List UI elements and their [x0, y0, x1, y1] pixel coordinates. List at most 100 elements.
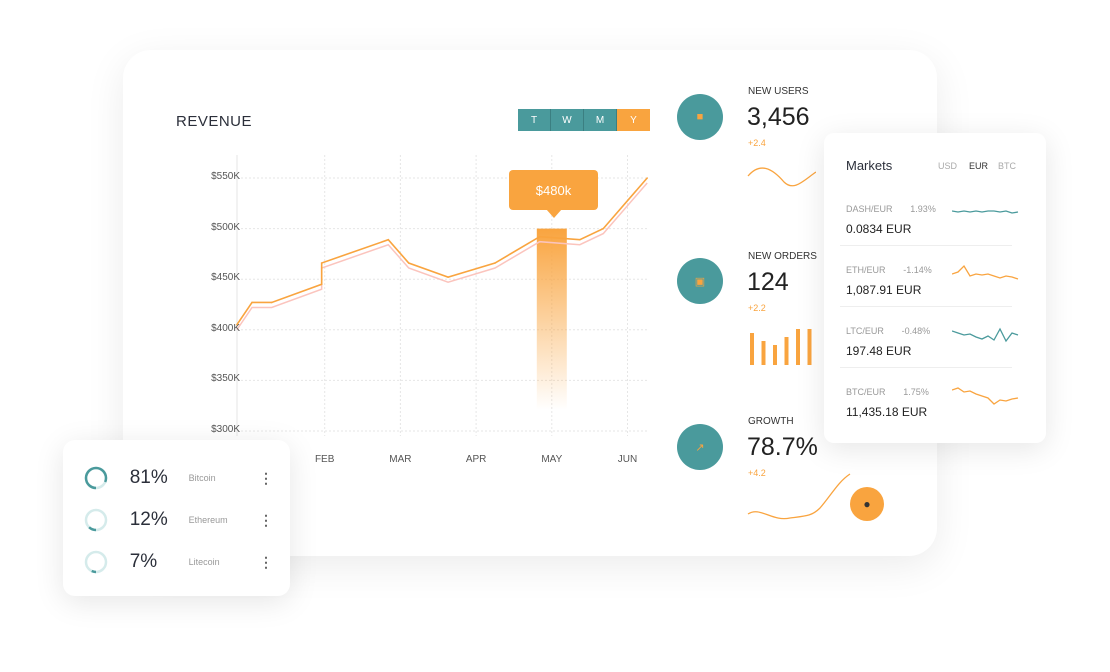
y-tick-label: $300K	[211, 424, 240, 435]
data-point	[407, 262, 410, 264]
trend-icon: ↗	[677, 424, 723, 470]
markets-title: Markets	[846, 158, 893, 173]
crypto-name: Litecoin	[188, 557, 220, 567]
crypto-percent: 81%	[129, 467, 168, 488]
market-row[interactable]: LTC/EUR -0.48% 197.48 EUR	[846, 321, 952, 358]
crypto-row: 81% Bitcoin ⋮	[83, 463, 273, 493]
market-price: 11,435.18 EUR	[846, 405, 928, 419]
market-row[interactable]: BTC/EUR 1.75% 11,435.18 EUR	[846, 382, 952, 419]
x-tick-label: APR	[465, 454, 487, 465]
highlight-bar[interactable]	[536, 228, 567, 410]
orders-bar	[784, 337, 789, 365]
x-tick-label: JUN	[617, 454, 638, 465]
data-point	[387, 238, 390, 241]
data-point	[494, 262, 496, 264]
currency-usd[interactable]: USD	[938, 161, 958, 171]
y-tick-label: $450K	[211, 272, 240, 284]
period-w[interactable]: W	[551, 109, 584, 131]
period-t[interactable]: T	[518, 109, 551, 131]
chart-tooltip: $480k	[509, 170, 598, 210]
currency-eur[interactable]: EUR	[969, 161, 989, 171]
data-point	[538, 235, 541, 238]
progress-ring	[84, 508, 108, 532]
market-price: 197.48 EUR	[846, 344, 912, 358]
orders-bar-chart	[750, 329, 812, 365]
crypto-name: Bitcoin	[188, 473, 216, 483]
divider	[840, 306, 1012, 307]
currency-btc[interactable]: BTC	[998, 161, 1016, 171]
x-tick-label: MAY	[541, 454, 563, 465]
progress-ring	[84, 550, 108, 574]
divider	[840, 245, 1012, 246]
divider	[840, 367, 1012, 368]
market-pair: BTC/EUR	[846, 387, 886, 397]
orders-bar	[750, 333, 754, 365]
data-point	[602, 227, 605, 230]
crypto-percent: 12%	[129, 509, 168, 530]
more-options-icon[interactable]: ⋮	[259, 511, 273, 528]
market-change: 1.75%	[903, 387, 929, 397]
y-tick-label: $350K	[211, 373, 240, 385]
market-sparkline	[952, 264, 1019, 280]
chat-button[interactable]: ●	[850, 487, 884, 521]
markets-card: Markets USD EUR BTC DASH/EUR 1.93% 0.0834…	[824, 133, 1046, 443]
bag-icon: ▣	[677, 258, 723, 304]
orders-bar	[773, 345, 777, 365]
market-row[interactable]: ETH/EUR -1.14% 1,087.91 EUR	[846, 260, 952, 297]
growth-sparkline	[747, 473, 851, 520]
stat-value: 78.7%	[747, 433, 818, 461]
stat-value: 3,456	[747, 103, 810, 131]
crypto-percent: 7%	[129, 551, 158, 572]
market-sparkline	[952, 210, 1019, 214]
y-tick-label: $400K	[211, 322, 240, 334]
market-price: 0.0834 EUR	[846, 222, 912, 236]
market-change: 1.93%	[910, 204, 936, 214]
period-m[interactable]: M	[584, 109, 617, 131]
stat-label: NEW USERS	[748, 86, 809, 97]
market-pair: LTC/EUR	[846, 326, 884, 336]
period-selector: T W M Y	[518, 109, 650, 131]
x-tick-label: MAR	[389, 454, 412, 465]
revenue-title: REVENUE	[176, 113, 253, 130]
data-point	[579, 238, 581, 241]
data-point	[320, 283, 323, 286]
more-options-icon[interactable]: ⋮	[259, 469, 273, 486]
period-y[interactable]: Y	[617, 109, 650, 131]
data-point	[236, 323, 238, 326]
crypto-row: 12% Ethereum ⋮	[83, 505, 273, 535]
stat-delta: +2.2	[748, 303, 766, 313]
market-change: -0.48%	[901, 326, 931, 336]
progress-ring	[84, 466, 108, 490]
revenue-line-shadow	[236, 182, 648, 331]
more-options-icon[interactable]: ⋮	[259, 553, 273, 570]
market-pair: DASH/EUR	[846, 204, 893, 214]
stat-label: GROWTH	[748, 416, 794, 427]
crypto-row: 7% Litecoin ⋮	[83, 547, 273, 577]
stat-delta: +4.2	[748, 468, 766, 478]
market-sparkline	[952, 387, 1019, 405]
crypto-share-card: 81% Bitcoin ⋮ 12% Ethereum ⋮ 7% Litecoin ⋮	[63, 440, 290, 596]
tooltip-pointer	[546, 209, 562, 218]
market-change: -1.14%	[903, 265, 932, 275]
crypto-name: Ethereum	[188, 515, 228, 525]
market-price: 1,087.91 EUR	[846, 283, 922, 297]
data-point	[320, 262, 323, 264]
stat-value: 124	[747, 268, 789, 296]
market-row[interactable]: DASH/EUR 1.93% 0.0834 EUR	[846, 199, 952, 236]
y-tick-label: $550K	[211, 171, 240, 182]
data-point	[646, 177, 648, 179]
users-sparkline	[747, 167, 816, 187]
orders-bar	[796, 329, 800, 365]
orders-bar	[761, 341, 766, 365]
y-tick-label: $500K	[211, 221, 240, 233]
market-pair: ETH/EUR	[846, 265, 886, 275]
stat-label: NEW ORDERS	[748, 251, 817, 262]
users-icon: ■	[677, 94, 723, 140]
x-tick-label: FEB	[314, 454, 335, 465]
data-point	[251, 301, 253, 304]
stat-delta: +2.4	[748, 138, 766, 148]
data-point	[270, 301, 273, 304]
market-sparkline	[952, 327, 1019, 343]
data-point	[447, 276, 449, 278]
